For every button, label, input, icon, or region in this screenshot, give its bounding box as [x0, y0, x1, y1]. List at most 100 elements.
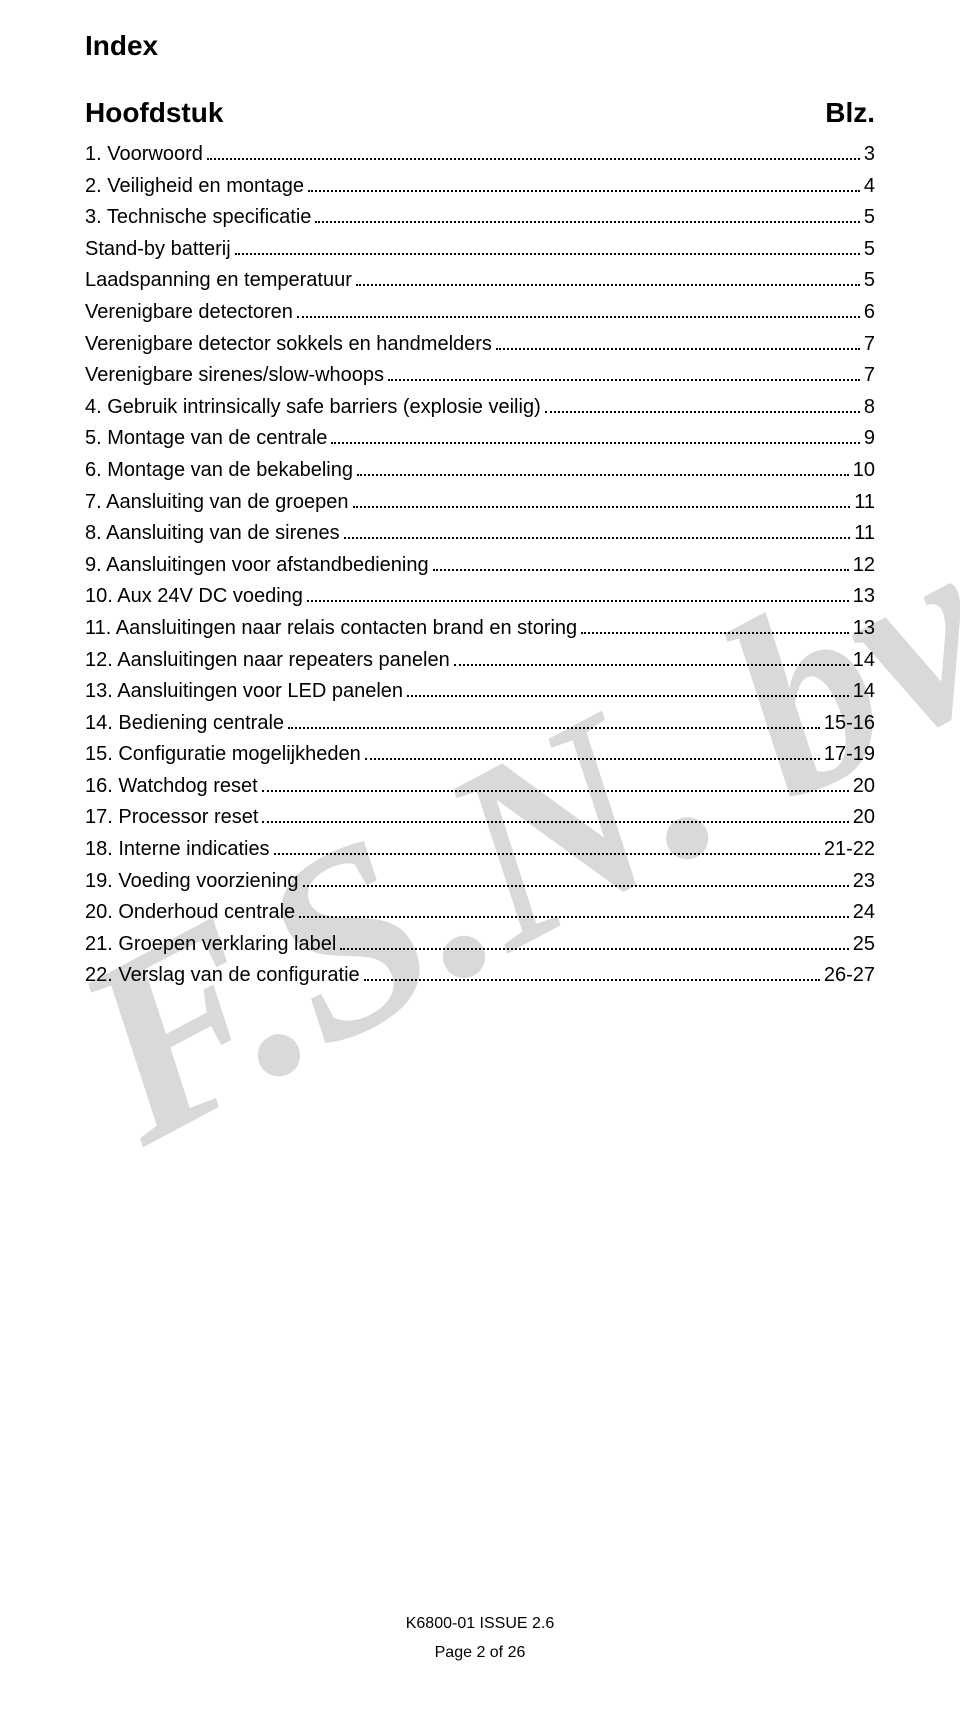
toc-entry-label: 17. Processor reset [85, 802, 258, 834]
toc-entry-page: 23 [853, 866, 875, 898]
toc-entry-label: 15. Configuratie mogelijkheden [85, 739, 361, 771]
toc-entry-label: Verenigbare sirenes/slow-whoops [85, 360, 384, 392]
toc-row: 8. Aansluiting van de sirenes11 [85, 518, 875, 550]
footer-line2: Page 2 of 26 [0, 1639, 960, 1668]
toc-row: 22. Verslag van de configuratie 26-27 [85, 960, 875, 992]
toc-leader-dots [308, 172, 860, 192]
toc-row: 11. Aansluitingen naar relais contacten … [85, 613, 875, 645]
toc-leader-dots [454, 646, 849, 666]
toc-entry-label: 16. Watchdog reset [85, 771, 258, 803]
toc-entry-label: 12. Aansluitingen naar repeaters panelen [85, 645, 450, 677]
toc-row: 2. Veiligheid en montage 4 [85, 171, 875, 203]
toc-entry-page: 12 [853, 550, 875, 582]
toc-entry-page: 24 [853, 897, 875, 929]
toc-entry-page: 26-27 [824, 960, 875, 992]
index-title: Index [85, 30, 875, 62]
toc-entry-label: 13. Aansluitingen voor LED panelen [85, 676, 403, 708]
toc-entry-page: 14 [853, 645, 875, 677]
toc-leader-dots [297, 298, 860, 318]
toc-entry-page: 4 [864, 171, 875, 203]
toc-entry-label: 14. Bediening centrale [85, 708, 284, 740]
toc-row: 12. Aansluitingen naar repeaters panelen… [85, 645, 875, 677]
toc-leader-dots [262, 772, 849, 792]
toc-leader-dots [207, 140, 860, 160]
toc-header: Hoofdstuk Blz. [85, 97, 875, 129]
toc-leader-dots [365, 740, 820, 760]
toc-leader-dots [353, 488, 851, 508]
toc-row: 17. Processor reset 20 [85, 802, 875, 834]
toc-entry-label: Verenigbare detector sokkels en handmeld… [85, 329, 492, 361]
toc-entry-page: 10 [853, 455, 875, 487]
toc-entry-page: 15-16 [824, 708, 875, 740]
toc-row: 10. Aux 24V DC voeding 13 [85, 581, 875, 613]
toc-leader-dots [262, 803, 848, 823]
toc-row: Laadspanning en temperatuur 5 [85, 265, 875, 297]
toc-entry-page: 17-19 [824, 739, 875, 771]
toc-entry-page: 9 [864, 423, 875, 455]
toc-entry-page: 13 [853, 581, 875, 613]
toc-leader-dots [433, 551, 849, 571]
toc-leader-dots [344, 519, 851, 539]
toc-leader-dots [288, 709, 820, 729]
toc-leader-dots [274, 835, 820, 855]
toc-entry-label: 9. Aansluitingen voor afstandbediening [85, 550, 429, 582]
page: F.S.N. bv Index Hoofdstuk Blz. 1. Voorwo… [0, 0, 960, 1718]
toc-row: Verenigbare detector sokkels en handmeld… [85, 329, 875, 361]
toc-entry-page: 25 [853, 929, 875, 961]
toc-entry-label: 19. Voeding voorziening [85, 866, 299, 898]
toc-row: Verenigbare detectoren 6 [85, 297, 875, 329]
toc-entry-label: 22. Verslag van de configuratie [85, 960, 360, 992]
toc-entry-page: 3 [864, 139, 875, 171]
toc-entry-page: 11 [854, 487, 875, 519]
toc-leader-dots [357, 456, 849, 476]
toc-entry-label: 4. Gebruik intrinsically safe barriers (… [85, 392, 541, 424]
toc-entry-label: 21. Groepen verklaring label [85, 929, 336, 961]
toc-entry-label: 8. Aansluiting van de sirenes [85, 518, 340, 550]
toc-leader-dots [303, 867, 849, 887]
toc-entry-page: 6 [864, 297, 875, 329]
toc-row: 16. Watchdog reset 20 [85, 771, 875, 803]
toc-entry-label: 3. Technische specificatie [85, 202, 311, 234]
toc-entry-page: 20 [853, 802, 875, 834]
toc-row: 9. Aansluitingen voor afstandbediening 12 [85, 550, 875, 582]
toc-row: 14. Bediening centrale 15-16 [85, 708, 875, 740]
toc-leader-dots [307, 582, 849, 602]
toc-row: 15. Configuratie mogelijkheden 17-19 [85, 739, 875, 771]
toc-entry-page: 20 [853, 771, 875, 803]
toc-entry-page: 7 [864, 329, 875, 361]
toc-leader-dots [315, 203, 859, 223]
toc-leader-dots [340, 930, 848, 950]
toc-entry-page: 8 [864, 392, 875, 424]
toc-header-left: Hoofdstuk [85, 97, 223, 129]
toc-leader-dots [356, 266, 860, 286]
toc-row: Stand-by batterij5 [85, 234, 875, 266]
content: Index Hoofdstuk Blz. 1. Voorwoord32. Vei… [85, 30, 875, 992]
toc-leader-dots [496, 330, 860, 350]
toc-entry-label: 5. Montage van de centrale [85, 423, 327, 455]
toc-entry-label: Verenigbare detectoren [85, 297, 293, 329]
toc-entry-label: 18. Interne indicaties [85, 834, 270, 866]
footer-line1: K6800-01 ISSUE 2.6 [0, 1610, 960, 1639]
toc-entry-page: 5 [864, 234, 875, 266]
toc-entry-page: 13 [853, 613, 875, 645]
toc-entry-page: 5 [864, 265, 875, 297]
toc-row: 6. Montage van de bekabeling10 [85, 455, 875, 487]
toc-entry-label: 10. Aux 24V DC voeding [85, 581, 303, 613]
toc-list: 1. Voorwoord32. Veiligheid en montage43.… [85, 139, 875, 992]
toc-row: 20. Onderhoud centrale 24 [85, 897, 875, 929]
toc-leader-dots [545, 393, 860, 413]
toc-leader-dots [388, 361, 860, 381]
toc-leader-dots [407, 677, 849, 697]
toc-row: 5. Montage van de centrale 9 [85, 423, 875, 455]
toc-leader-dots [581, 614, 849, 634]
toc-entry-page: 21-22 [824, 834, 875, 866]
toc-row: 4. Gebruik intrinsically safe barriers (… [85, 392, 875, 424]
toc-leader-dots [364, 961, 820, 981]
toc-row: Verenigbare sirenes/slow-whoops7 [85, 360, 875, 392]
toc-entry-page: 14 [853, 676, 875, 708]
toc-leader-dots [299, 898, 849, 918]
toc-leader-dots [331, 424, 859, 444]
toc-entry-label: 2. Veiligheid en montage [85, 171, 304, 203]
toc-entry-label: 20. Onderhoud centrale [85, 897, 295, 929]
toc-entry-label: Laadspanning en temperatuur [85, 265, 352, 297]
